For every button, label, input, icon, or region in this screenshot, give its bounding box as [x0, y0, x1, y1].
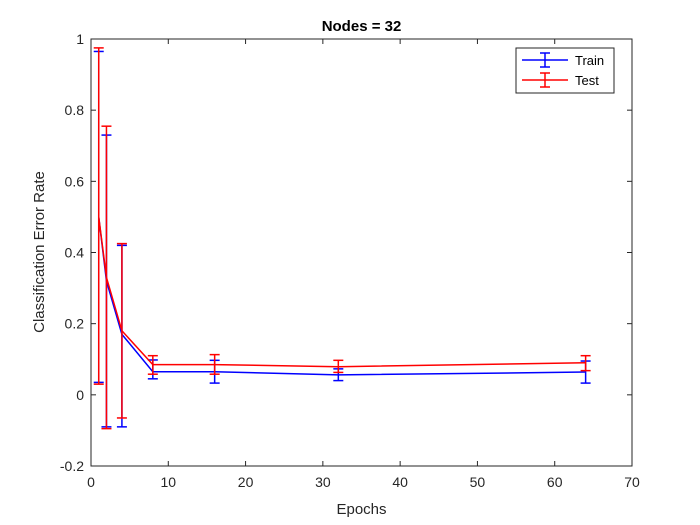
- y-tick-label: 0.6: [65, 173, 85, 189]
- chart-title: Nodes = 32: [322, 18, 402, 35]
- x-tick-label: 0: [87, 474, 95, 490]
- x-axis-label: Epochs: [336, 501, 386, 518]
- legend: Train Test: [515, 47, 615, 94]
- y-tick-label: 0: [76, 387, 84, 403]
- x-tick-label: 10: [160, 474, 176, 490]
- y-tick-label: 0.2: [65, 316, 85, 332]
- ticks-layer: 0 10 20 30 40 50 60 70-0.200.20.40.60.81: [60, 31, 640, 490]
- y-tick-label: 0.8: [65, 102, 85, 118]
- series-test: [93, 47, 591, 430]
- x-tick-label: 30: [315, 474, 331, 490]
- series-layer: [93, 47, 591, 430]
- y-axis-label: Classification Error Rate: [31, 171, 48, 333]
- legend-label-train: Train: [575, 53, 604, 68]
- plot-frame: [90, 38, 633, 467]
- x-tick-label: 20: [238, 474, 254, 490]
- plot-background: [91, 39, 632, 466]
- legend-box: [515, 47, 615, 94]
- x-tick-label: 70: [624, 474, 640, 490]
- legend-label-test: Test: [575, 73, 599, 88]
- x-tick-label: 40: [392, 474, 408, 490]
- y-tick-label: 1: [76, 31, 84, 47]
- x-tick-label: 50: [470, 474, 486, 490]
- y-tick-label: 0.4: [65, 245, 85, 261]
- x-tick-label: 60: [547, 474, 563, 490]
- y-tick-label: -0.2: [60, 458, 84, 474]
